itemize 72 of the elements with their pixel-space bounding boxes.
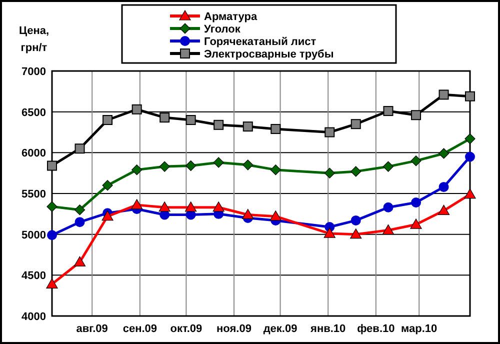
x-tick-label: фев.10 [357, 323, 395, 335]
point [102, 210, 114, 221]
y-tick-label: 4500 [22, 270, 46, 282]
y-tick-label: 6000 [22, 148, 46, 160]
point [74, 217, 85, 228]
x-tick-label: ноя.09 [216, 323, 252, 335]
legend-label: Электросварные трубы [204, 48, 334, 60]
y-tick-label: 5500 [22, 188, 46, 200]
point [350, 119, 361, 130]
point [411, 197, 422, 208]
point [242, 208, 254, 220]
point [132, 164, 142, 176]
point [438, 204, 450, 215]
point [324, 228, 336, 238]
point [350, 166, 362, 177]
point [186, 160, 196, 172]
point [131, 199, 143, 210]
point [438, 148, 450, 159]
x-tick-label: сен.09 [122, 323, 158, 335]
point [465, 152, 475, 162]
point [410, 218, 422, 229]
point [465, 91, 475, 102]
point [324, 168, 335, 178]
legend-label: Арматура [204, 11, 258, 23]
point [411, 110, 422, 120]
point [102, 180, 113, 191]
x-tick-label: авг.09 [76, 323, 108, 335]
point [160, 112, 170, 123]
legend-label: Уголок [204, 24, 241, 36]
legend-label: Горячекатаный лист [204, 36, 317, 48]
point [410, 156, 422, 166]
point [464, 188, 476, 199]
point [186, 115, 196, 125]
point [383, 202, 394, 212]
point [324, 127, 335, 138]
y-axis-title: Цена, грн/т [18, 25, 50, 54]
point [270, 210, 282, 221]
point [438, 90, 449, 100]
point [382, 161, 394, 172]
x-tick-label: дек.09 [263, 323, 298, 335]
point [214, 120, 224, 130]
point [350, 228, 362, 239]
point [383, 106, 394, 116]
point [74, 204, 86, 216]
y-tick-label: 4000 [22, 311, 46, 323]
point [270, 124, 281, 134]
point [74, 144, 85, 154]
y-tick-label: 7000 [22, 66, 46, 78]
point [46, 201, 58, 212]
x-tick-label: мар.10 [401, 323, 438, 335]
point [212, 202, 224, 212]
x-tick-label: окт.09 [170, 323, 202, 335]
point [213, 157, 224, 168]
point [185, 202, 197, 212]
point [242, 122, 253, 132]
point [159, 161, 170, 172]
point [382, 224, 394, 235]
point [270, 164, 281, 176]
y-tick-label: 6500 [22, 106, 46, 119]
point [46, 278, 58, 288]
y-tick-label: 5000 [22, 229, 46, 242]
x-tick-label: янв.10 [310, 323, 346, 335]
point [438, 182, 449, 192]
point [464, 133, 476, 144]
point [102, 115, 113, 125]
point [47, 160, 57, 171]
point [132, 104, 142, 114]
point [158, 202, 170, 212]
point [47, 230, 57, 240]
point [350, 215, 361, 226]
point [242, 160, 254, 170]
point [74, 256, 86, 266]
